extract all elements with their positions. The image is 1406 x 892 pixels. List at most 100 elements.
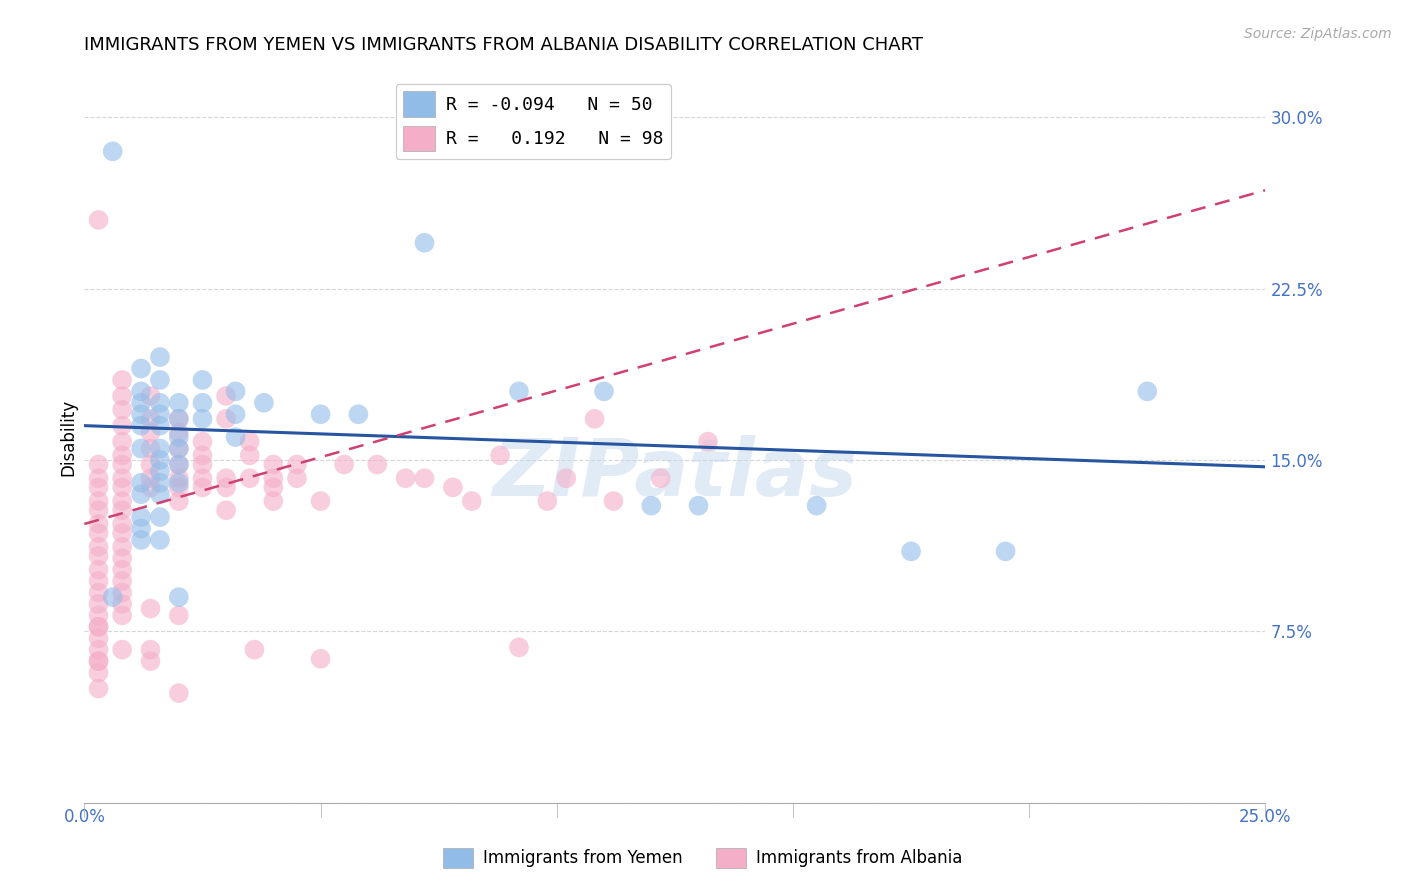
Point xyxy=(508,640,530,655)
Point xyxy=(111,608,134,623)
Point xyxy=(309,407,332,421)
Point xyxy=(87,608,110,623)
Point xyxy=(215,412,238,426)
Point xyxy=(129,418,152,433)
Point xyxy=(309,652,332,666)
Point xyxy=(167,442,190,456)
Point xyxy=(191,373,214,387)
Point xyxy=(239,449,262,463)
Point xyxy=(87,620,110,634)
Point xyxy=(149,350,172,364)
Point xyxy=(394,471,416,485)
Point xyxy=(139,471,162,485)
Point xyxy=(87,516,110,531)
Point xyxy=(87,632,110,646)
Point xyxy=(489,449,512,463)
Text: IMMIGRANTS FROM YEMEN VS IMMIGRANTS FROM ALBANIA DISABILITY CORRELATION CHART: IMMIGRANTS FROM YEMEN VS IMMIGRANTS FROM… xyxy=(84,36,924,54)
Point xyxy=(593,384,616,399)
Point xyxy=(111,503,134,517)
Point xyxy=(87,620,110,634)
Point xyxy=(129,396,152,410)
Point xyxy=(149,487,172,501)
Point xyxy=(87,540,110,554)
Point xyxy=(149,396,172,410)
Point xyxy=(149,407,172,421)
Point xyxy=(191,480,214,494)
Point xyxy=(129,487,152,501)
Point xyxy=(508,384,530,399)
Point xyxy=(191,458,214,472)
Point xyxy=(129,407,152,421)
Point xyxy=(87,665,110,680)
Point xyxy=(262,458,284,472)
Point xyxy=(139,425,162,440)
Legend: R = -0.094   N = 50, R =   0.192   N = 98: R = -0.094 N = 50, R = 0.192 N = 98 xyxy=(395,84,671,159)
Point xyxy=(167,430,190,444)
Point xyxy=(285,458,308,472)
Point xyxy=(87,681,110,696)
Point xyxy=(167,494,190,508)
Point xyxy=(111,551,134,566)
Point xyxy=(129,384,152,399)
Point xyxy=(253,396,276,410)
Point xyxy=(111,526,134,541)
Text: Source: ZipAtlas.com: Source: ZipAtlas.com xyxy=(1244,27,1392,41)
Point xyxy=(191,471,214,485)
Point xyxy=(309,494,332,508)
Point xyxy=(167,458,190,472)
Point xyxy=(111,418,134,433)
Point xyxy=(111,449,134,463)
Point xyxy=(167,686,190,700)
Point xyxy=(650,471,672,485)
Point xyxy=(139,412,162,426)
Point xyxy=(129,475,152,490)
Point xyxy=(87,654,110,668)
Point xyxy=(87,597,110,611)
Point xyxy=(994,544,1017,558)
Point xyxy=(87,549,110,563)
Point xyxy=(87,526,110,541)
Point xyxy=(285,471,308,485)
Point xyxy=(225,430,247,444)
Point xyxy=(129,361,152,376)
Point xyxy=(441,480,464,494)
Point xyxy=(167,471,190,485)
Point xyxy=(149,442,172,456)
Point xyxy=(87,574,110,588)
Point xyxy=(167,396,190,410)
Point xyxy=(149,453,172,467)
Y-axis label: Disability: Disability xyxy=(59,399,77,475)
Point xyxy=(139,654,162,668)
Point xyxy=(129,521,152,535)
Point xyxy=(139,389,162,403)
Point xyxy=(167,475,190,490)
Point xyxy=(536,494,558,508)
Point xyxy=(583,412,606,426)
Point xyxy=(149,418,172,433)
Point xyxy=(191,396,214,410)
Point xyxy=(139,442,162,456)
Point xyxy=(111,389,134,403)
Point xyxy=(139,601,162,615)
Point xyxy=(167,425,190,440)
Point xyxy=(347,407,370,421)
Point xyxy=(167,442,190,456)
Point xyxy=(111,458,134,472)
Point xyxy=(149,475,172,490)
Point xyxy=(111,480,134,494)
Legend: Immigrants from Yemen, Immigrants from Albania: Immigrants from Yemen, Immigrants from A… xyxy=(437,841,969,875)
Point xyxy=(87,213,110,227)
Point xyxy=(688,499,710,513)
Point xyxy=(239,471,262,485)
Point xyxy=(87,480,110,494)
Point xyxy=(87,654,110,668)
Point xyxy=(461,494,484,508)
Point xyxy=(167,480,190,494)
Point xyxy=(129,510,152,524)
Point xyxy=(129,533,152,547)
Point xyxy=(87,471,110,485)
Point xyxy=(1136,384,1159,399)
Point xyxy=(413,471,436,485)
Point xyxy=(602,494,624,508)
Point xyxy=(215,389,238,403)
